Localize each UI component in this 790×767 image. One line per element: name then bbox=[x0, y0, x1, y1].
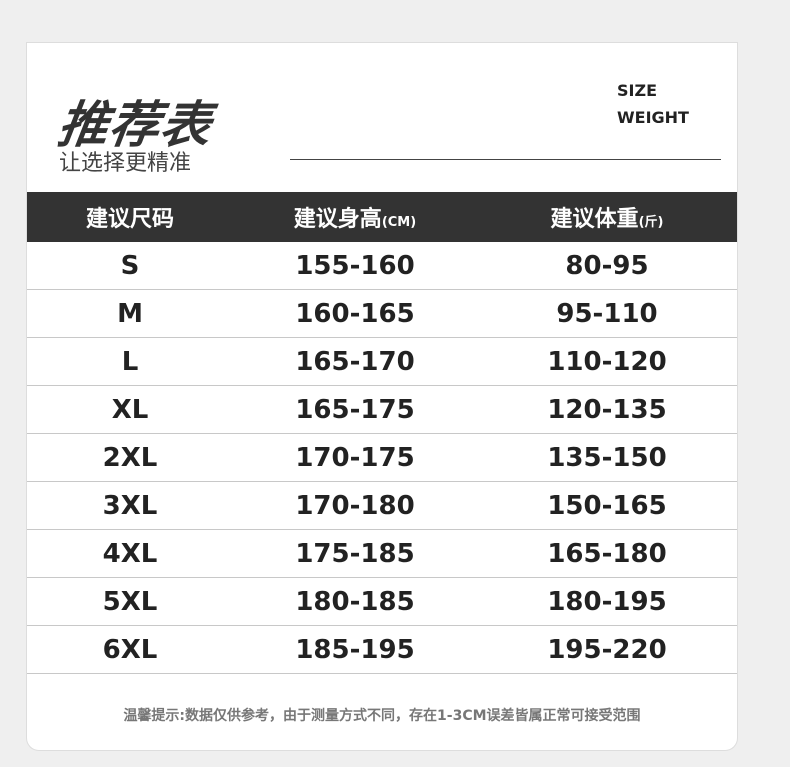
weight-cell: 195-220 bbox=[547, 634, 667, 665]
size-cell: L bbox=[121, 346, 139, 377]
chart-subtitle: 让选择更精准 bbox=[59, 151, 192, 176]
weight-cell: 180-195 bbox=[547, 586, 667, 617]
size-cell: 6XL bbox=[102, 634, 158, 665]
table-body: S 155-160 80-95 M 160-165 95-110 L 165-170 110-1… bbox=[27, 242, 737, 674]
size-cell: 4XL bbox=[102, 538, 158, 569]
size-cell: 3XL bbox=[102, 490, 158, 521]
height-cell: 180-185 bbox=[295, 586, 415, 617]
table-row: 4XL 175-185 165-180 bbox=[27, 530, 737, 578]
table-row: L 165-170 110-120 bbox=[27, 338, 737, 386]
column-header-weight: 建议体重(斤) bbox=[477, 201, 737, 233]
weight-cell: 150-165 bbox=[547, 490, 667, 521]
table-row: M 160-165 95-110 bbox=[27, 290, 737, 338]
height-cell: 155-160 bbox=[295, 250, 415, 281]
column-unit: (斤) bbox=[638, 215, 664, 230]
table-row: 2XL 170-175 135-150 bbox=[27, 434, 737, 482]
height-cell: 160-165 bbox=[295, 298, 415, 329]
height-cell: 170-175 bbox=[295, 442, 415, 473]
divider bbox=[290, 159, 721, 160]
table-row: 3XL 170-180 150-165 bbox=[27, 482, 737, 530]
table-row: 5XL 180-185 180-195 bbox=[27, 578, 737, 626]
column-header-height: 建议身高(CM) bbox=[233, 201, 477, 233]
height-cell: 175-185 bbox=[295, 538, 415, 569]
size-cell: 2XL bbox=[102, 442, 158, 473]
weight-cell: 165-180 bbox=[547, 538, 667, 569]
disclaimer-note: 温馨提示:数据仅供参考，由于测量方式不同，存在1-3CM误差皆属正常可接受范围 bbox=[123, 708, 641, 724]
column-label: 建议身高 bbox=[293, 207, 382, 232]
height-cell: 165-175 bbox=[295, 394, 415, 425]
size-cell: M bbox=[117, 298, 143, 329]
weight-cell: 95-110 bbox=[556, 298, 658, 329]
table-row: S 155-160 80-95 bbox=[27, 242, 737, 290]
weight-cell: 110-120 bbox=[547, 346, 667, 377]
weight-tag: WEIGHT bbox=[617, 108, 689, 127]
table-header: 建议尺码 建议身高(CM) 建议体重(斤) bbox=[27, 192, 737, 242]
size-tag: SIZE bbox=[617, 81, 658, 100]
size-cell: S bbox=[120, 250, 140, 281]
size-chart-card: 推荐表 让选择更精准 SIZE WEIGHT 建议尺码 建议身高(CM) 建议体… bbox=[27, 43, 737, 750]
column-unit: (CM) bbox=[381, 215, 417, 230]
size-cell: 5XL bbox=[102, 586, 158, 617]
size-cell: XL bbox=[111, 394, 149, 425]
column-label: 建议尺码 bbox=[85, 207, 174, 232]
height-cell: 165-170 bbox=[295, 346, 415, 377]
column-label: 建议体重 bbox=[550, 207, 639, 232]
weight-cell: 120-135 bbox=[547, 394, 667, 425]
height-cell: 185-195 bbox=[295, 634, 415, 665]
table-row: 6XL 185-195 195-220 bbox=[27, 626, 737, 674]
weight-cell: 80-95 bbox=[565, 250, 649, 281]
weight-cell: 135-150 bbox=[547, 442, 667, 473]
table-row: XL 165-175 120-135 bbox=[27, 386, 737, 434]
column-header-size: 建议尺码 bbox=[27, 201, 233, 233]
height-cell: 170-180 bbox=[295, 490, 415, 521]
